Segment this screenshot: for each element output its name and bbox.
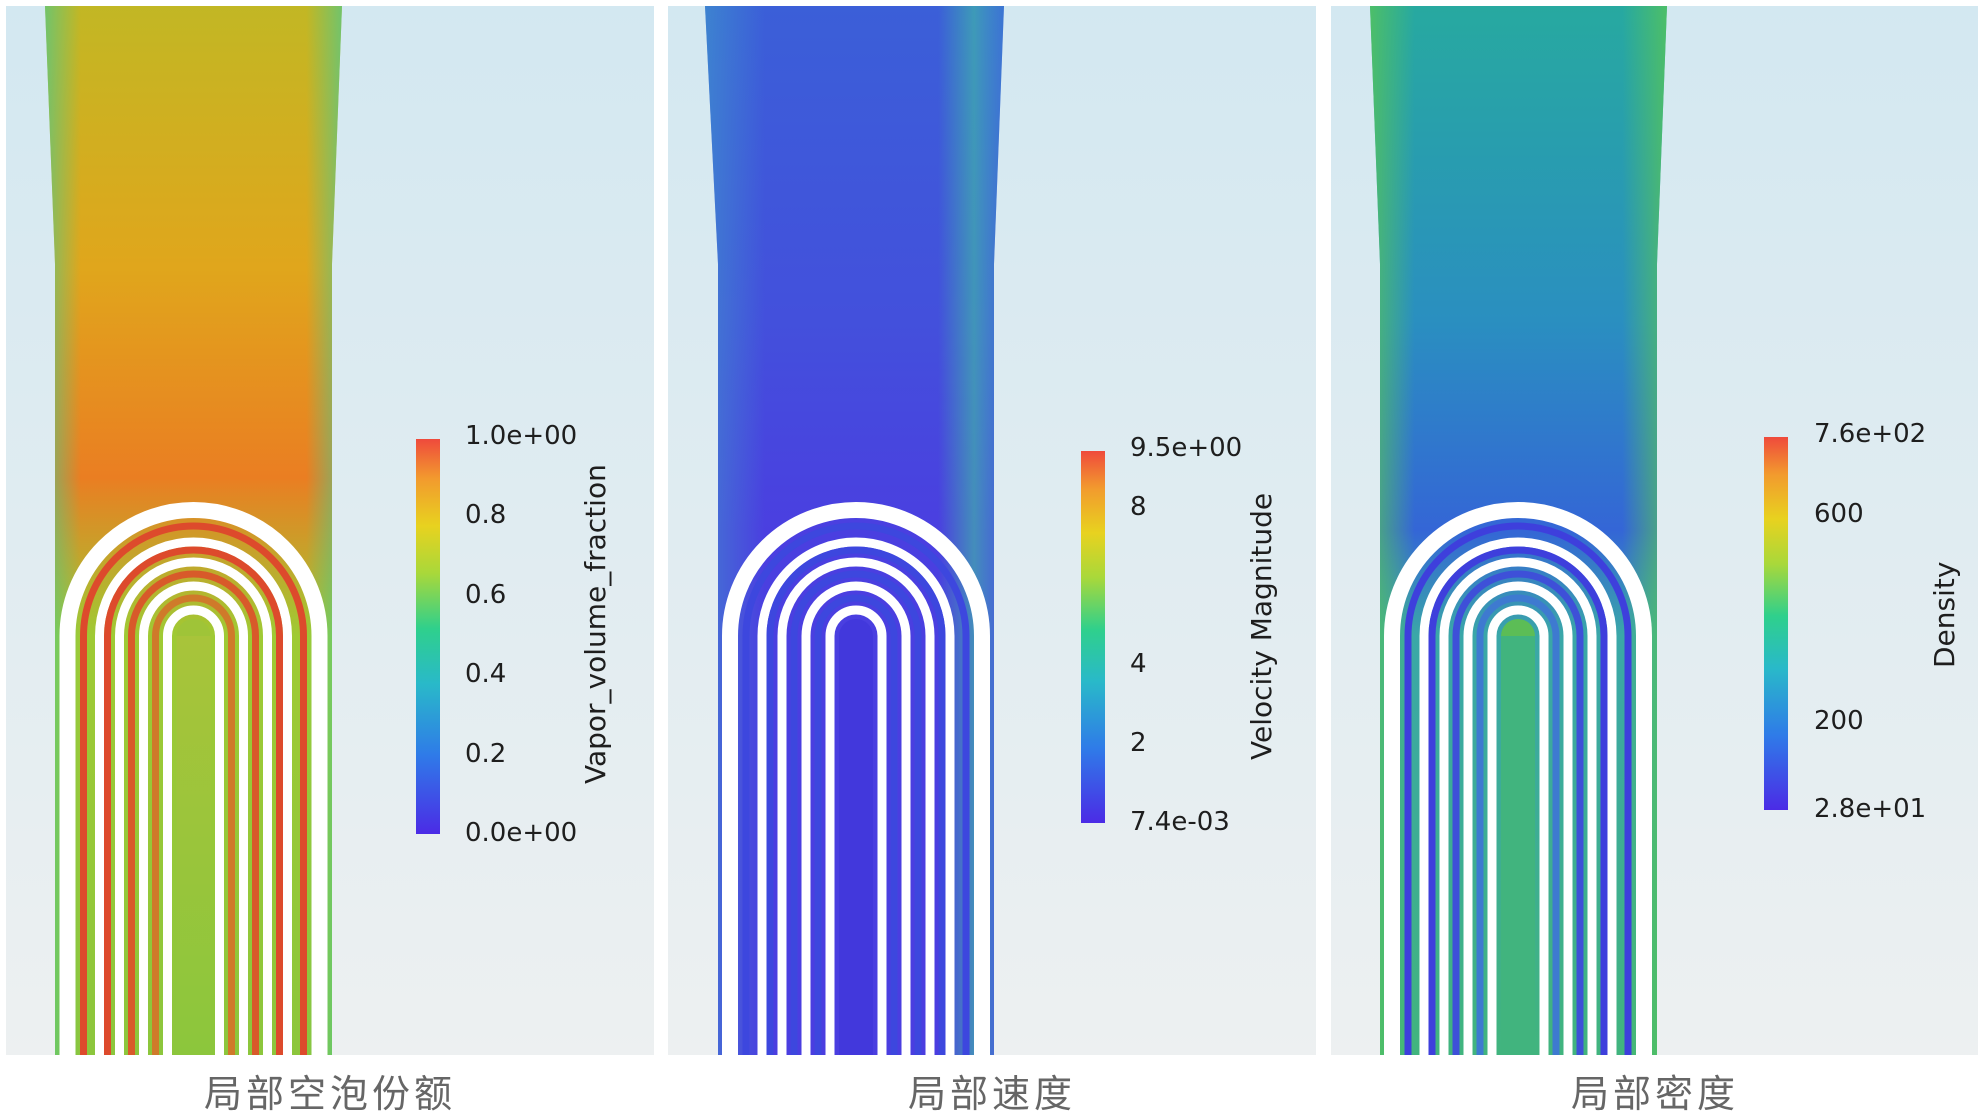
vapor-fraction-field [6, 6, 654, 1055]
caption-density: 局部密度 [1570, 1072, 1739, 1116]
colorbar-title: Velocity Magnitude [1245, 492, 1278, 760]
colorbar-tick: 8 [1130, 492, 1147, 522]
density-field [1331, 6, 1978, 1055]
velocity-panel: 9.5e+00 8 4 2 7.4e-03 Velocity Magnitude [668, 6, 1316, 1055]
colorbar-tick: 0.8 [465, 500, 507, 530]
colorbar-min-label: 7.4e-03 [1130, 807, 1230, 837]
density-colorbar [1764, 437, 1788, 810]
colorbar-tick: 200 [1814, 706, 1864, 736]
colorbar-tick: 4 [1130, 649, 1147, 679]
colorbar-min-label: 0.0e+00 [465, 818, 578, 848]
caption-vapor-fraction: 局部空泡份额 [203, 1072, 456, 1116]
colorbar-tick: 600 [1814, 499, 1864, 529]
colorbar-title: Density [1928, 561, 1961, 668]
density-panel: 7.6e+02 600 200 2.8e+01 Density [1331, 6, 1978, 1055]
colorbar-tick: 0.4 [465, 659, 507, 689]
colorbar-max-label: 1.0e+00 [465, 421, 578, 451]
colorbar-tick: 0.2 [465, 739, 507, 769]
vapor-colorbar [416, 439, 440, 834]
colorbar-tick: 2 [1130, 728, 1147, 758]
velocity-colorbar [1081, 451, 1105, 823]
colorbar-tick: 0.6 [465, 580, 507, 610]
colorbar-max-label: 9.5e+00 [1130, 433, 1243, 463]
velocity-field [668, 6, 1316, 1055]
colorbar-title: Vapor_volume_fraction [579, 464, 612, 784]
caption-velocity: 局部速度 [907, 1072, 1076, 1116]
colorbar-min-label: 2.8e+01 [1814, 794, 1927, 824]
colorbar-max-label: 7.6e+02 [1814, 419, 1927, 449]
vapor-fraction-panel: 1.0e+00 0.8 0.6 0.4 0.2 0.0e+00 Vapor_vo… [6, 6, 654, 1055]
